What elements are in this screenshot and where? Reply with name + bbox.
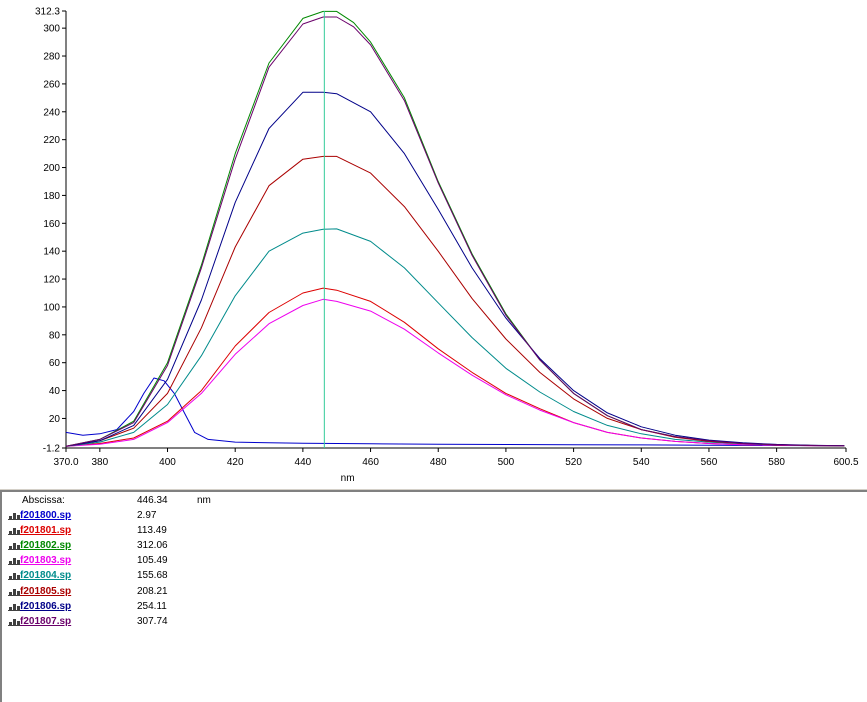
series-value: 307.74 — [137, 615, 168, 627]
readout-row[interactable]: f201802.sp 312.06 — [2, 539, 402, 554]
series-value: 2.97 — [137, 510, 157, 521]
readout-row[interactable]: f201800.sp 2.97 — [2, 509, 402, 524]
series-value: 113.49 — [137, 525, 167, 537]
x-axis-label: nm — [341, 473, 355, 484]
y-tick-label: 220 — [43, 135, 60, 146]
x-tick-label: 380 — [91, 457, 108, 468]
y-tick-label: 140 — [43, 247, 60, 258]
series-line-f201802 — [65, 10, 845, 447]
readout-row[interactable]: f201803.sp 105.49 — [2, 554, 402, 569]
spectrum-file-icon — [8, 587, 20, 596]
abscissa-label: Abscissa: — [22, 495, 65, 506]
y-tick-label: 100 — [43, 302, 60, 313]
y-tick-label: 180 — [43, 191, 60, 202]
y-tick-label: 300 — [43, 24, 60, 35]
readout-row[interactable]: f201801.sp 113.49 — [2, 524, 402, 539]
series-line-f201801 — [65, 287, 845, 447]
y-tick-label: 120 — [43, 275, 60, 286]
series-line-f201800 — [65, 377, 845, 447]
y-tick-label: 240 — [43, 107, 60, 118]
x-tick-label: 440 — [295, 457, 312, 468]
x-tick-label: 460 — [362, 457, 379, 468]
x-tick-label: 540 — [633, 457, 650, 468]
y-tick-label: 40 — [49, 386, 61, 397]
spectrum-file-icon — [8, 617, 20, 626]
series-name-link[interactable]: f201804.sp — [20, 570, 72, 582]
series-line-f201804 — [65, 228, 845, 447]
y-tick-label: -1.2 — [43, 444, 61, 455]
readout-row[interactable]: f201806.sp 254.11 — [2, 600, 402, 615]
spectrum-file-icon — [8, 602, 20, 611]
x-tick-label: 420 — [227, 457, 244, 468]
spectrum-file-icon — [8, 541, 20, 551]
axes: 312.3 300 280 260 240 220 200 180 160 140 120 100 80… — [35, 7, 859, 485]
x-tick-label: 520 — [565, 457, 582, 468]
y-tick-label: 200 — [43, 163, 60, 174]
y-tick-label: 280 — [43, 52, 60, 63]
series-name-link[interactable]: f201807.sp — [20, 615, 72, 627]
y-tick-label: 260 — [43, 79, 60, 90]
x-tick-label: 480 — [430, 457, 447, 468]
series-line-f201803 — [65, 298, 845, 447]
series-name-link[interactable]: f201803.sp — [20, 555, 72, 567]
spectrum-file-icon — [8, 571, 20, 581]
y-tick-label: 312.3 — [35, 7, 60, 18]
spectrum-file-icon — [8, 556, 20, 566]
x-tick-label: 580 — [768, 457, 785, 468]
series-name-link[interactable]: f201806.sp — [20, 600, 72, 612]
readout-row[interactable]: f201807.sp 307.74 — [2, 615, 402, 630]
abscissa-unit: nm — [197, 495, 211, 506]
series-value: 155.68 — [137, 570, 168, 582]
abscissa-row: Abscissa: 446.34 nm — [2, 494, 402, 509]
y-tick-label: 80 — [49, 330, 61, 341]
spectrum-file-icon — [8, 526, 20, 536]
series-name-link[interactable]: f201802.sp — [20, 540, 72, 552]
series-value: 208.21 — [137, 585, 168, 597]
series-value: 254.11 — [137, 600, 167, 612]
readout-row[interactable]: f201804.sp 155.68 — [2, 569, 402, 584]
series-value: 105.49 — [137, 555, 168, 567]
abscissa-value: 446.34 — [137, 495, 168, 506]
series-name-link[interactable]: f201805.sp — [20, 585, 72, 597]
series-name-link[interactable]: f201800.sp — [20, 510, 72, 521]
series-line-f201806 — [65, 91, 845, 447]
spectrum-chart[interactable]: 312.3 300 280 260 240 220 200 180 160 140 120 100 80… — [0, 0, 867, 488]
series-line-f201807 — [65, 16, 845, 447]
spectrum-file-icon — [8, 511, 20, 520]
y-tick-label: 20 — [49, 414, 61, 425]
series-lines — [65, 10, 845, 447]
y-tick-label: 160 — [43, 219, 60, 230]
panel-splitter[interactable] — [0, 488, 867, 491]
series-line-f201805 — [65, 155, 845, 447]
readout-row[interactable]: f201805.sp 208.21 — [2, 585, 402, 600]
series-value: 312.06 — [137, 540, 168, 552]
x-tick-label: 600.5 — [833, 457, 858, 468]
cursor-readout-panel: Abscissa: 446.34 nm f201800.sp 2.97 f20180… — [0, 491, 867, 702]
y-tick-label: 60 — [49, 358, 61, 369]
plot-area[interactable]: 312.3 300 280 260 240 220 200 180 160 140 120 100 80… — [0, 0, 867, 488]
x-tick-label: 370.0 — [53, 457, 78, 468]
x-tick-label: 560 — [701, 457, 718, 468]
x-tick-label: 400 — [159, 457, 176, 468]
series-name-link[interactable]: f201801.sp — [20, 525, 72, 537]
x-tick-label: 500 — [498, 457, 515, 468]
